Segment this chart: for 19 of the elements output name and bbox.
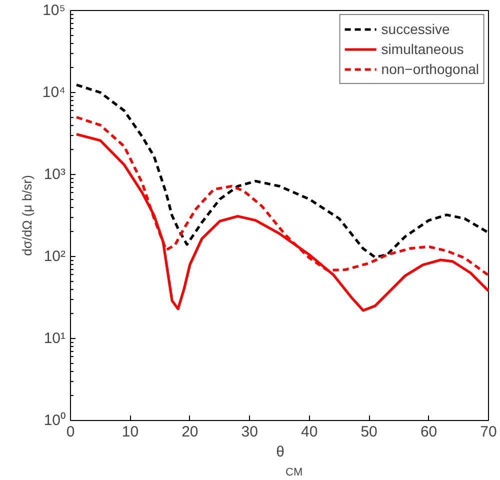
x-tick-label: 50	[360, 424, 378, 440]
y-tick-label: 10¹	[44, 330, 66, 347]
x-tick-label: 40	[301, 424, 318, 440]
y-tick-label: 10⁰	[44, 412, 66, 429]
x-axis-title: θCM	[276, 444, 303, 478]
legend-label: successive	[381, 21, 450, 37]
x-tick-label: 30	[241, 424, 258, 440]
x-tick-label: 20	[182, 424, 198, 440]
legend-label: simultaneous	[381, 41, 464, 57]
y-tick-label: 10²	[44, 248, 66, 265]
x-tick-label: 10	[122, 424, 139, 440]
x-tick-label: 70	[480, 424, 497, 440]
y-tick-label: 10⁴	[42, 84, 66, 101]
x-tick-label: 60	[420, 424, 438, 440]
y-tick-label: 10³	[44, 166, 66, 183]
y-tick-label: 10⁵	[42, 2, 66, 19]
y-axis-title: dσ/dΩ (μ b/sr)	[19, 175, 34, 256]
legend-label: non−orthogonal	[381, 61, 479, 77]
x-tick-label: 0	[66, 424, 75, 440]
